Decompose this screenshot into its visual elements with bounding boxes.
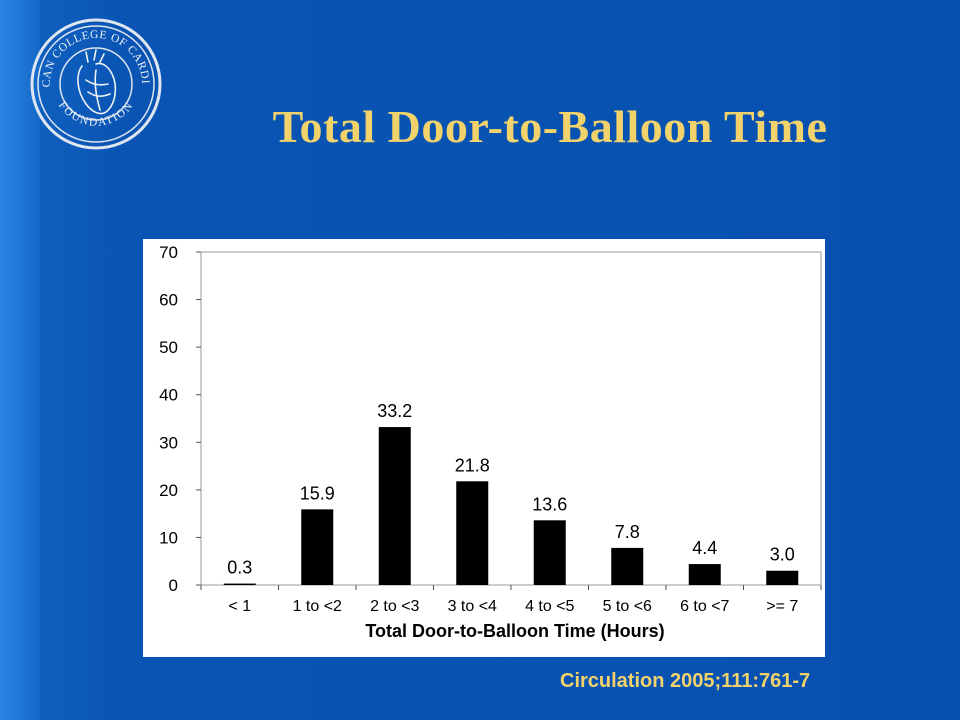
acc-foundation-logo: AMERICAN COLLEGE OF CARDIOLOGY FOUNDATIO…	[21, 5, 166, 154]
data-label: 33.2	[377, 401, 412, 421]
bar-2	[301, 509, 334, 585]
data-label: 21.8	[455, 455, 490, 475]
bar-chart: 0 10 20 30 40 50 60 70 0.3 < 1 15.9 1 to <2 33.2 2 to…	[159, 243, 822, 641]
bar-4	[456, 481, 489, 585]
bar-5	[533, 520, 566, 585]
x-tick-label: 3 to <4	[448, 598, 497, 615]
slide-title: Total Door-to-Balloon Time	[272, 101, 828, 152]
data-label: 4.4	[692, 538, 717, 558]
x-tick-label: 4 to <5	[525, 598, 574, 615]
y-tick-label: 60	[159, 291, 178, 310]
y-tick-label: 30	[159, 433, 178, 452]
data-label: 0.3	[227, 558, 252, 578]
y-tick-label: 20	[159, 481, 178, 500]
logo-text-bottom: FOUNDATION	[56, 99, 135, 128]
y-tick-label: 50	[159, 338, 178, 357]
chart-panel: 0 10 20 30 40 50 60 70 0.3 < 1 15.9 1 to <2 33.2 2 to…	[143, 239, 825, 657]
x-tick-label: >= 7	[766, 598, 798, 615]
x-tick-label: 2 to <3	[370, 598, 419, 615]
x-tick-label: < 1	[228, 598, 251, 615]
slide-left-band	[0, 0, 40, 720]
data-label: 3.0	[770, 545, 795, 565]
y-tick-label: 40	[159, 386, 178, 405]
x-tick-label: 5 to <6	[603, 598, 652, 615]
y-tick-label: 0	[169, 576, 178, 595]
x-tick-label: 1 to <2	[293, 598, 342, 615]
x-tick-label: 6 to <7	[680, 598, 729, 615]
bar-1	[223, 583, 256, 585]
bar-6	[611, 547, 644, 585]
x-axis-title: Total Door-to-Balloon Time (Hours)	[365, 621, 664, 641]
citation: Circulation 2005;111:761-7	[560, 670, 811, 692]
bar-7	[688, 564, 721, 585]
heart-seal-icon: AMERICAN COLLEGE OF CARDIOLOGY FOUNDATIO…	[21, 5, 162, 150]
data-label: 15.9	[300, 483, 335, 503]
bar-3	[378, 427, 411, 585]
plot-frame	[200, 251, 822, 586]
data-label: 7.8	[615, 522, 640, 542]
y-tick-label: 10	[159, 528, 178, 547]
data-label: 13.6	[532, 494, 567, 514]
bar-8	[766, 570, 799, 585]
svg-text:FOUNDATION: FOUNDATION	[56, 99, 136, 128]
logo-text-top: AMERICAN COLLEGE OF CARDIOLOGY	[21, 5, 151, 87]
y-tick-label: 70	[159, 243, 178, 262]
svg-text:AMERICAN COLLEGE OF CARDIOLOGY: AMERICAN COLLEGE OF CARDIOLOGY	[26, 14, 151, 87]
